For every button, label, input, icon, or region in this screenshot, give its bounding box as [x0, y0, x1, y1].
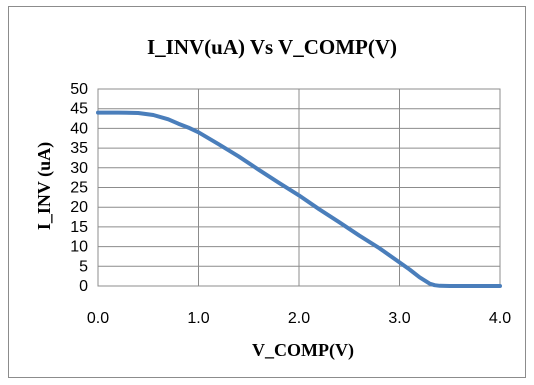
data-point — [429, 283, 431, 285]
data-point — [419, 276, 421, 278]
data-point — [137, 112, 139, 114]
data-point — [318, 208, 320, 210]
x-tick-label: 2.0 — [288, 310, 310, 327]
y-tick-label: 5 — [79, 258, 88, 275]
y-tick-label: 20 — [70, 199, 88, 216]
data-point — [187, 127, 189, 129]
x-axis-ticks: 0.0 1.0 2.0 3.0 4.0 — [87, 310, 511, 327]
y-tick-label: 50 — [70, 81, 88, 98]
data-point — [198, 131, 199, 133]
data-point — [358, 235, 360, 237]
data-point — [97, 112, 99, 114]
y-tick-label: 15 — [70, 219, 88, 236]
y-tick-label: 0 — [79, 278, 88, 295]
data-point — [378, 247, 380, 249]
data-point — [338, 221, 340, 223]
y-tick-label: 45 — [70, 101, 88, 118]
x-tick-label: 1.0 — [187, 310, 209, 327]
series-layer — [96, 110, 502, 288]
data-point — [238, 155, 240, 157]
plot-area — [97, 88, 501, 287]
y-axis-label: I_INV (uA) — [34, 142, 55, 230]
data-point — [449, 285, 451, 287]
chart-title: I_INV(uA) Vs V_COMP(V) — [147, 35, 397, 59]
x-tick-label: 0.0 — [87, 310, 109, 327]
data-point — [459, 285, 461, 287]
y-tick-label: 40 — [70, 120, 88, 137]
data-point — [439, 285, 441, 287]
data-point — [298, 194, 300, 196]
y-tick-label: 25 — [70, 180, 88, 197]
x-tick-label: 3.0 — [388, 310, 410, 327]
data-point — [117, 112, 119, 114]
y-tick-label: 35 — [70, 140, 88, 157]
gridlines — [97, 88, 501, 287]
data-point — [177, 123, 179, 125]
data-point — [399, 261, 400, 263]
x-axis-label: V_COMP(V) — [252, 340, 354, 361]
y-tick-label: 10 — [70, 239, 88, 256]
data-point — [278, 182, 280, 184]
data-point — [218, 143, 220, 145]
data-point — [409, 268, 411, 270]
data-point — [167, 118, 169, 120]
y-tick-label: 30 — [70, 160, 88, 177]
y-axis-ticks: 0 5 10 15 20 25 30 35 40 45 50 — [70, 81, 88, 295]
data-point — [258, 169, 260, 171]
data-point — [479, 285, 481, 287]
data-point — [434, 284, 436, 286]
data-point — [499, 285, 501, 287]
chart-frame — [8, 6, 526, 378]
x-tick-label: 4.0 — [489, 310, 511, 327]
data-point — [152, 114, 154, 116]
